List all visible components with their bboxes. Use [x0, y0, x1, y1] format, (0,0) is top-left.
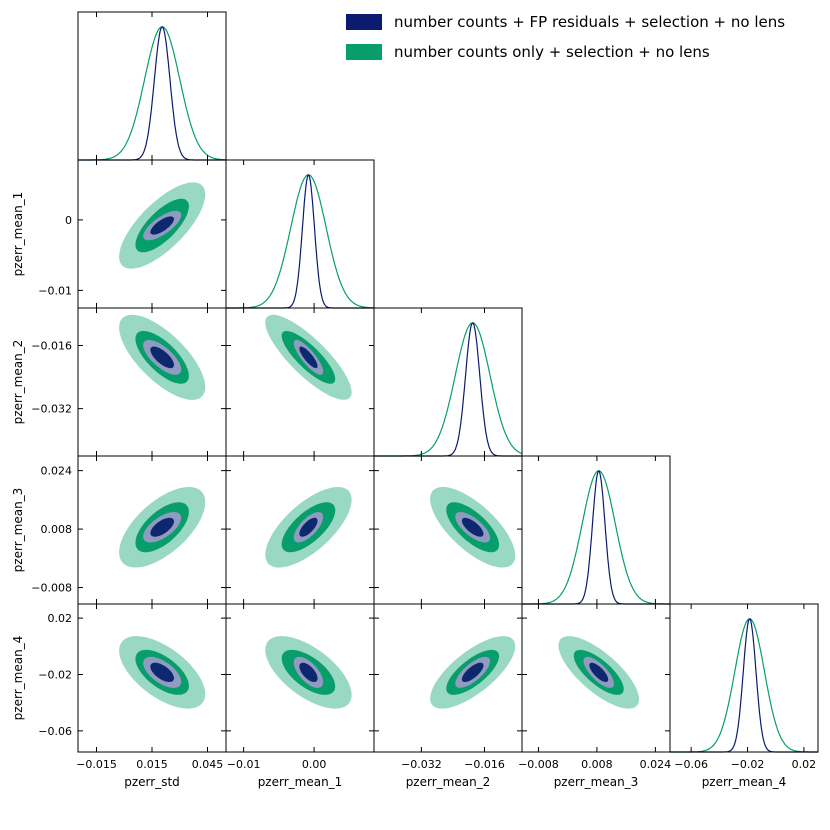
marginal-series2-pzerr_mean_4: [670, 618, 818, 753]
panel-frame-diag-0: [77, 11, 227, 161]
xtick-label-pzerr_mean_3-2: 0.024: [640, 758, 672, 771]
legend-entry-1: number counts + FP residuals + selection…: [340, 9, 825, 35]
ytick-label-pzerr_mean_2-1: −0.016: [31, 339, 72, 352]
marginal-series2-pzerr_mean_1: [226, 174, 375, 309]
contour-68-series1-r4c0: [150, 662, 174, 682]
legend-label-2: number counts only + selection + no lens: [394, 43, 710, 61]
yaxis-label-pzerr_mean_3: pzerr_mean_3: [11, 488, 25, 573]
contour-68-series1-r3c1: [299, 517, 318, 537]
xtick-label-pzerr_mean_4-1: −0.02: [731, 758, 765, 771]
xaxis-label-pzerr_mean_4: pzerr_mean_4: [702, 775, 787, 789]
xaxis-label-pzerr_mean_1: pzerr_mean_1: [258, 775, 343, 789]
legend: number counts + FP residuals + selection…: [340, 5, 825, 63]
ytick-label-pzerr_mean_3-1: 0.008: [41, 523, 73, 536]
contour-68-series1-r1c0: [150, 216, 174, 235]
xtick-label-pzerr_std-0: −0.015: [76, 758, 117, 771]
yaxis-label-pzerr_mean_1: pzerr_mean_1: [11, 192, 25, 277]
contour-68-series1-r2c1: [299, 346, 318, 369]
ytick-label-pzerr_mean_1-0: −0.01: [38, 284, 72, 297]
xtick-label-pzerr_std-1: 0.015: [136, 758, 168, 771]
xtick-label-pzerr_std-2: 0.045: [192, 758, 224, 771]
xtick-label-pzerr_mean_4-0: −0.06: [674, 758, 708, 771]
ytick-label-pzerr_mean_3-2: 0.024: [41, 465, 73, 478]
contour-68-series1-r3c0: [150, 517, 174, 537]
xaxis-label-pzerr_std: pzerr_std: [124, 775, 180, 789]
xtick-label-pzerr_mean_1-0: −0.01: [227, 758, 261, 771]
marginal-series1-pzerr_mean_2: [374, 322, 522, 457]
ytick-label-pzerr_mean_1-1: 0: [65, 214, 72, 227]
marginal-series2-pzerr_std: [78, 26, 226, 161]
yaxis-label-pzerr_mean_4: pzerr_mean_4: [11, 636, 25, 721]
panel-frame-diag-4: [669, 603, 819, 753]
legend-swatch-1: [346, 14, 382, 30]
yaxis-label-pzerr_mean_2: pzerr_mean_2: [11, 340, 25, 425]
ytick-label-pzerr_mean_3-0: −0.008: [31, 582, 72, 595]
marginal-series1-pzerr_mean_3: [522, 470, 670, 605]
panel-frame-diag-3: [521, 455, 671, 605]
contour-68-series1-r4c2: [461, 662, 484, 682]
marginal-series2-pzerr_mean_2: [374, 322, 523, 457]
contour-68-series1-r3c2: [461, 517, 484, 537]
legend-label-1: number counts + FP residuals + selection…: [394, 13, 786, 31]
legend-entry-2: number counts only + selection + no lens: [340, 39, 825, 65]
ytick-label-pzerr_mean_4-2: 0.02: [48, 612, 73, 625]
panel-frame-diag-1: [225, 159, 375, 309]
contour-68-series1-r4c1: [299, 662, 318, 682]
xtick-label-pzerr_mean_2-1: −0.016: [464, 758, 505, 771]
contour-68-series1-r4c3: [589, 662, 609, 682]
legend-swatch-2: [346, 44, 382, 60]
xtick-label-pzerr_mean_3-0: −0.008: [518, 758, 559, 771]
ytick-label-pzerr_mean_4-1: −0.02: [38, 668, 72, 681]
marginal-series1-pzerr_mean_4: [670, 618, 818, 753]
marginal-series2-pzerr_mean_3: [522, 470, 670, 605]
xtick-label-pzerr_mean_2-0: −0.032: [401, 758, 442, 771]
ytick-label-pzerr_mean_2-0: −0.032: [31, 403, 72, 416]
panel-frame-diag-2: [373, 307, 523, 457]
contour-68-series1-r2c0: [150, 346, 174, 369]
xaxis-label-pzerr_mean_3: pzerr_mean_3: [554, 775, 639, 789]
xaxis-label-pzerr_mean_2: pzerr_mean_2: [406, 775, 491, 789]
ytick-label-pzerr_mean_4-0: −0.06: [38, 725, 72, 738]
xtick-label-pzerr_mean_4-2: 0.02: [792, 758, 817, 771]
xtick-label-pzerr_mean_3-1: 0.008: [581, 758, 613, 771]
marginal-series1-pzerr_mean_1: [226, 174, 374, 309]
xtick-label-pzerr_mean_1-1: 0.00: [302, 758, 327, 771]
